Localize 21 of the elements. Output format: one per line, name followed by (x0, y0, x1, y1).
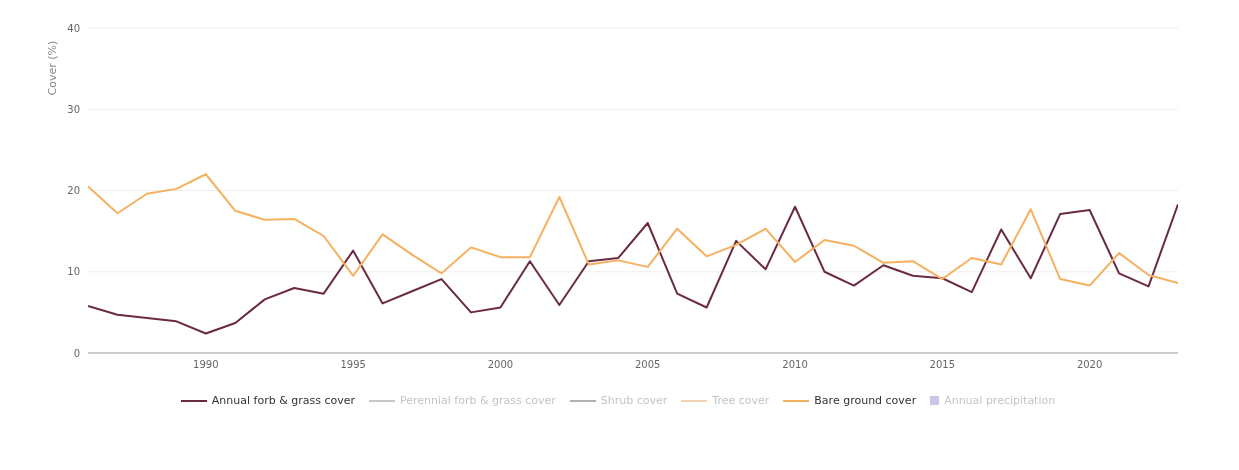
x-tick-label: 2010 (782, 359, 808, 371)
y-tick-label: 0 (73, 347, 80, 359)
y-tick-label: 20 (67, 185, 80, 197)
y-tick-label: 40 (67, 22, 80, 34)
x-tick-label: 1995 (340, 359, 366, 371)
x-tick-label: 2020 (1076, 359, 1103, 371)
legend-label: Perennial forb & grass cover (400, 394, 556, 407)
x-tick-label: 2005 (635, 359, 661, 371)
line-series (88, 173, 1178, 287)
legend-label: Bare ground cover (814, 394, 917, 407)
x-tick-label: 1990 (193, 359, 219, 371)
legend-label: Shrub cover (600, 394, 668, 407)
y-axis-title: Cover (%) (45, 40, 59, 96)
x-tick-label: 2015 (929, 359, 956, 371)
y-tick-label: 30 (67, 103, 80, 115)
legend-label: Annual forb & grass cover (211, 394, 355, 407)
y-tick-label: 10 (67, 266, 80, 278)
legend-label: Annual precipitation (944, 394, 1056, 407)
line-series (88, 203, 1178, 335)
x-tick-label: 2000 (487, 359, 514, 371)
legend-label: Tree cover (712, 394, 770, 407)
